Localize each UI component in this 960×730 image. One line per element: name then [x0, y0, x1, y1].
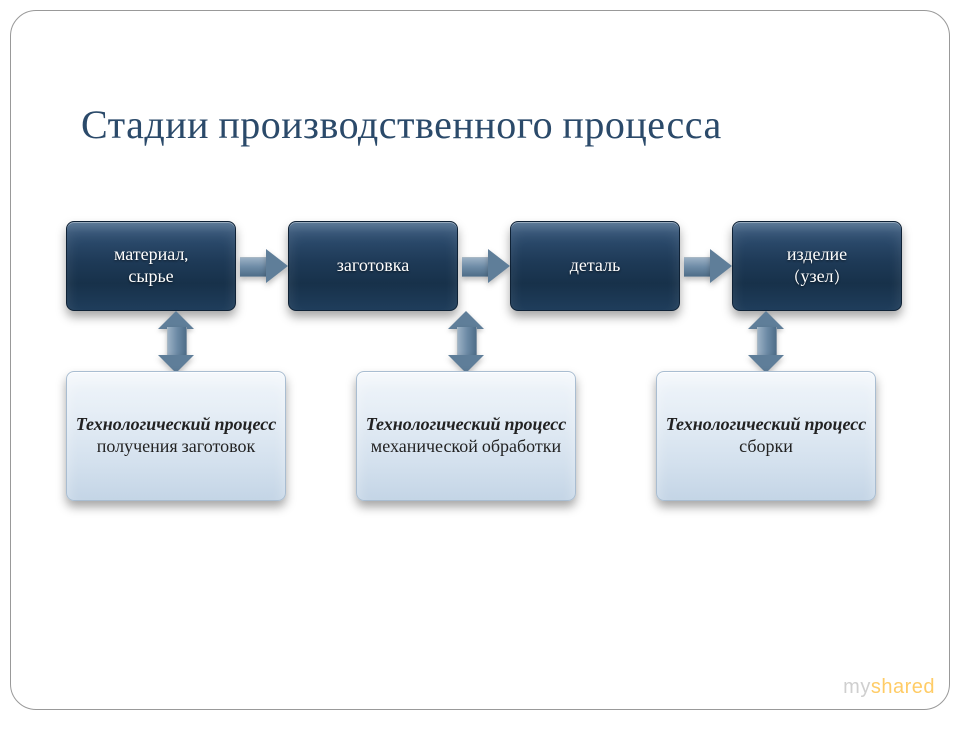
watermark-accent: shared [871, 676, 935, 698]
slide-title: Стадии производственного процесса [81, 101, 722, 148]
process-box-assembly: Технологический процесс сборки [656, 371, 876, 501]
arrow-right-icon [684, 249, 732, 283]
diagram-area: материал, сырье заготовка деталь изделие… [66, 221, 916, 601]
arrow-right-icon [240, 249, 288, 283]
stage-box-part: деталь [510, 221, 680, 311]
stage-label: изделие [787, 244, 847, 267]
stage-label: деталь [570, 255, 621, 278]
watermark: myshared [843, 676, 935, 699]
process-label-bold: Технологический процесс [366, 414, 567, 437]
arrow-updown-icon [156, 313, 196, 371]
process-label-rest: получения заготовок [97, 436, 255, 459]
stage-box-material: материал, сырье [66, 221, 236, 311]
watermark-pre: my [843, 676, 871, 698]
stage-label: материал, [114, 244, 188, 267]
stage-label: заготовка [337, 255, 409, 278]
process-label-rest: механической обработки [371, 436, 561, 459]
stage-label: (узел) [794, 266, 841, 289]
stage-box-blank: заготовка [288, 221, 458, 311]
process-label-bold: Технологический процесс [76, 414, 277, 437]
process-box-blanks: Технологический процесс получения загото… [66, 371, 286, 501]
process-box-machining: Технологический процесс механической обр… [356, 371, 576, 501]
stage-label: сырье [128, 266, 173, 289]
slide-frame: Стадии производственного процесса матери… [10, 10, 950, 710]
stage-box-product: изделие (узел) [732, 221, 902, 311]
process-label-bold: Технологический процесс [666, 414, 867, 437]
process-label-rest: сборки [739, 436, 793, 459]
arrow-right-icon [462, 249, 510, 283]
arrow-updown-icon [746, 313, 786, 371]
arrow-updown-icon [446, 313, 486, 371]
